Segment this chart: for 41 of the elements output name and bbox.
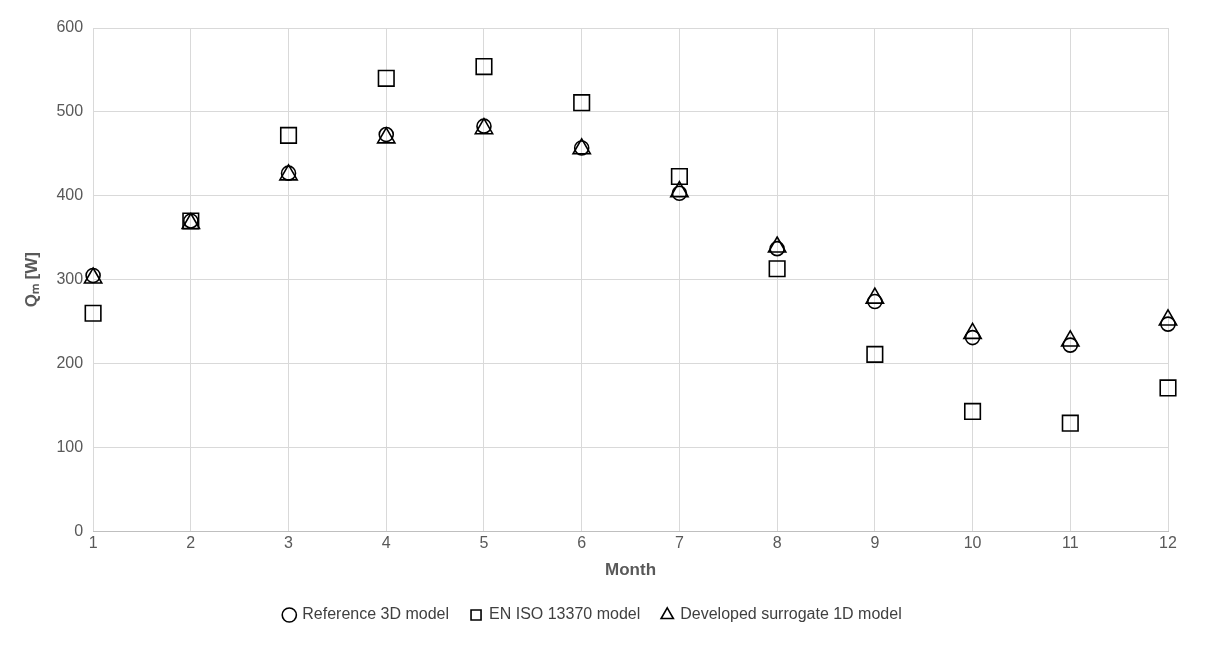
y-tick-label: 200: [56, 354, 84, 372]
x-tick-label: 6: [577, 534, 587, 552]
y-tick-label: 500: [56, 102, 84, 120]
x-tick-label: 12: [1159, 534, 1177, 552]
point: [1159, 379, 1177, 397]
point: [1062, 337, 1079, 353]
point: [377, 69, 395, 87]
point: [670, 167, 688, 186]
point: [769, 240, 785, 257]
y-tick-label: 400: [56, 186, 84, 204]
point: [768, 260, 786, 278]
y-tick-label: 300: [56, 270, 84, 288]
point: [964, 329, 981, 346]
x-tick-label: 11: [1061, 534, 1079, 552]
point: [867, 293, 883, 310]
x-tick-label: 5: [479, 534, 489, 552]
point: [866, 345, 884, 363]
y-tick-label: 100: [56, 437, 84, 455]
point: [475, 58, 493, 76]
x-tick-label: 4: [381, 534, 391, 552]
x-tick-label: 2: [186, 534, 196, 552]
point: [1061, 414, 1079, 432]
x-tick-label: 8: [772, 534, 782, 552]
x-tick-label: 7: [674, 534, 684, 552]
point: [1160, 316, 1176, 332]
x-tick-label: 1: [88, 534, 98, 552]
point: [84, 304, 102, 322]
y-axis-title: Qₘ [W]: [21, 252, 41, 308]
legend-label: Developed surrogate 1D model: [680, 605, 902, 623]
x-tick-label: 3: [284, 534, 294, 552]
point: [573, 94, 591, 112]
point: [279, 126, 298, 144]
x-tick-label: 10: [963, 534, 982, 552]
point: [963, 402, 982, 420]
y-tick-label: 0: [74, 521, 84, 539]
y-tick-label: 600: [56, 18, 84, 36]
point: [671, 185, 688, 202]
legend-label: Reference 3D model: [302, 605, 450, 623]
legend-label: EN ISO 13370 model: [489, 605, 641, 623]
x-axis-title: Month: [605, 560, 657, 580]
x-tick-label: 9: [870, 534, 880, 552]
